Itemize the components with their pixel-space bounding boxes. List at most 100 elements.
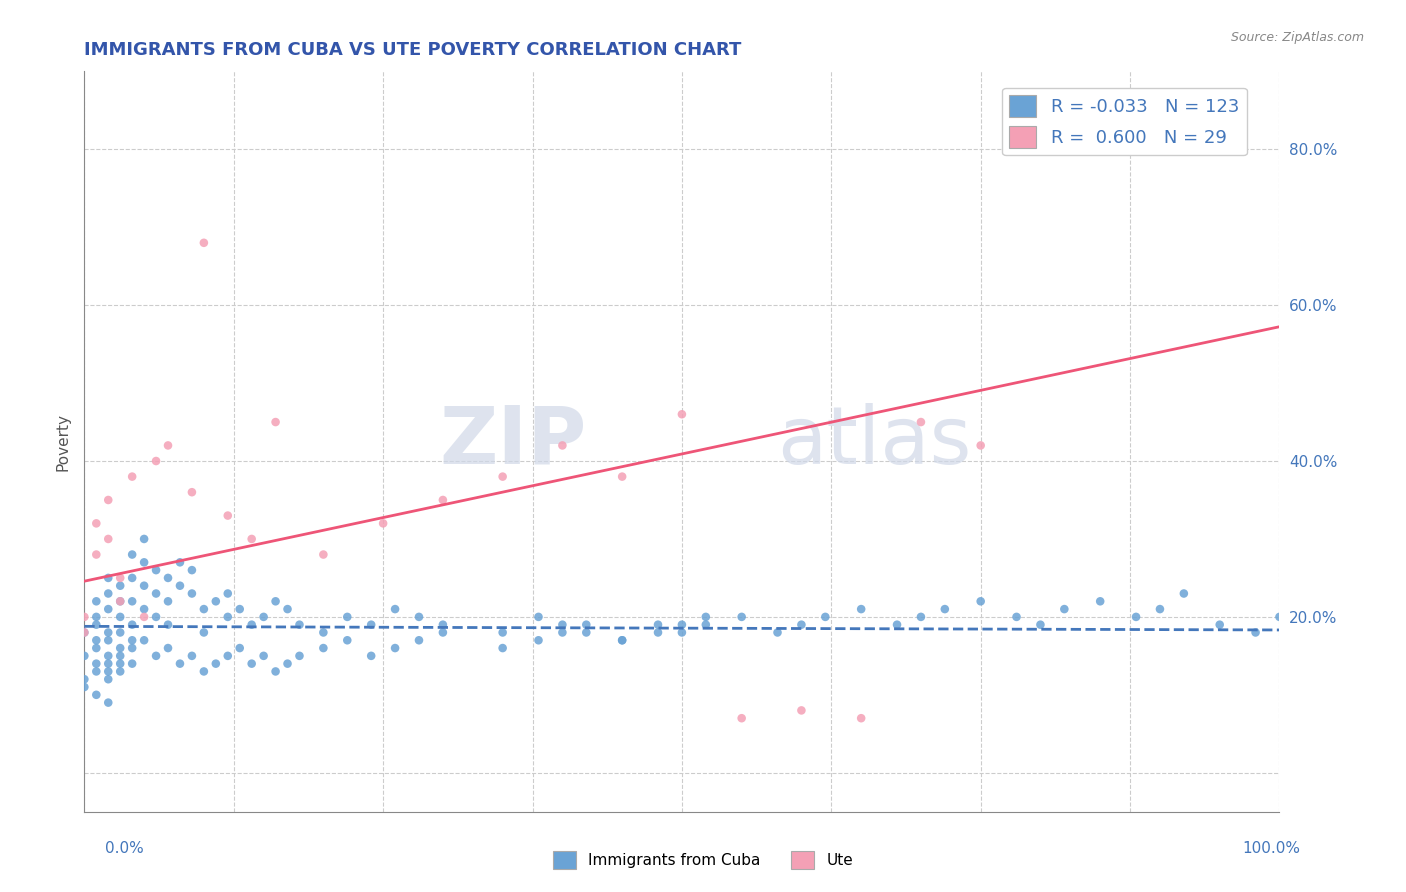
Point xyxy=(1090,594,1112,608)
Point xyxy=(145,454,167,468)
Point xyxy=(97,665,120,679)
Point xyxy=(132,610,156,624)
Point xyxy=(612,633,634,648)
Point xyxy=(121,641,143,656)
Point xyxy=(647,617,669,632)
Text: Source: ZipAtlas.com: Source: ZipAtlas.com xyxy=(1230,31,1364,45)
Point xyxy=(97,586,120,600)
Point xyxy=(575,625,598,640)
Point xyxy=(229,602,252,616)
Point xyxy=(169,579,191,593)
Text: 0.0%: 0.0% xyxy=(105,841,145,856)
Point xyxy=(86,633,108,648)
Point xyxy=(110,594,132,608)
Point xyxy=(336,633,359,648)
Point xyxy=(408,610,430,624)
Point xyxy=(551,617,574,632)
Point xyxy=(1125,610,1147,624)
Point xyxy=(97,633,120,648)
Point xyxy=(121,571,143,585)
Point xyxy=(492,625,515,640)
Point xyxy=(695,617,717,632)
Point xyxy=(217,508,239,523)
Point xyxy=(97,696,120,710)
Point xyxy=(264,594,287,608)
Point xyxy=(934,602,956,616)
Point xyxy=(360,648,382,663)
Point xyxy=(121,633,143,648)
Point xyxy=(731,711,754,725)
Point xyxy=(132,633,156,648)
Point xyxy=(240,657,263,671)
Point xyxy=(312,625,335,640)
Point xyxy=(121,548,143,562)
Point xyxy=(205,657,228,671)
Point xyxy=(110,665,132,679)
Point xyxy=(97,625,120,640)
Point xyxy=(132,602,156,616)
Point xyxy=(264,665,287,679)
Point xyxy=(193,602,215,616)
Point xyxy=(970,438,993,452)
Point xyxy=(240,532,263,546)
Point xyxy=(86,610,108,624)
Point xyxy=(86,594,108,608)
Point xyxy=(527,633,550,648)
Point xyxy=(1209,617,1232,632)
Point xyxy=(132,555,156,569)
Point xyxy=(121,617,143,632)
Point xyxy=(73,625,96,640)
Point xyxy=(1149,602,1171,616)
Point xyxy=(181,563,204,577)
Point xyxy=(217,586,239,600)
Point xyxy=(240,617,263,632)
Point xyxy=(277,657,299,671)
Point xyxy=(384,602,406,616)
Point xyxy=(86,516,108,531)
Point xyxy=(97,672,120,686)
Point xyxy=(277,602,299,616)
Point xyxy=(169,555,191,569)
Point xyxy=(288,617,311,632)
Point xyxy=(145,586,167,600)
Point xyxy=(851,711,873,725)
Point xyxy=(229,641,252,656)
Point xyxy=(814,610,837,624)
Point xyxy=(86,617,108,632)
Point xyxy=(121,657,143,671)
Text: atlas: atlas xyxy=(778,402,972,481)
Point xyxy=(157,641,180,656)
Point xyxy=(73,610,96,624)
Point xyxy=(288,648,311,663)
Point xyxy=(575,617,598,632)
Point xyxy=(253,648,276,663)
Point xyxy=(790,617,813,632)
Point xyxy=(217,648,239,663)
Point xyxy=(264,415,287,429)
Point xyxy=(312,641,335,656)
Point xyxy=(217,610,239,624)
Point xyxy=(86,665,108,679)
Point xyxy=(110,657,132,671)
Point xyxy=(312,548,335,562)
Point xyxy=(86,641,108,656)
Legend: R = -0.033   N = 123, R =  0.600   N = 29: R = -0.033 N = 123, R = 0.600 N = 29 xyxy=(1002,87,1247,155)
Text: 100.0%: 100.0% xyxy=(1243,841,1301,856)
Point xyxy=(970,594,993,608)
Point xyxy=(731,610,754,624)
Point xyxy=(1053,602,1076,616)
Point xyxy=(360,617,382,632)
Point xyxy=(110,625,132,640)
Point xyxy=(384,641,406,656)
Point xyxy=(886,617,908,632)
Point xyxy=(1029,617,1052,632)
Point xyxy=(73,625,96,640)
Legend: Immigrants from Cuba, Ute: Immigrants from Cuba, Ute xyxy=(547,845,859,875)
Point xyxy=(373,516,395,531)
Point xyxy=(121,469,143,483)
Point xyxy=(132,579,156,593)
Point xyxy=(97,571,120,585)
Point xyxy=(910,415,932,429)
Point xyxy=(86,548,108,562)
Point xyxy=(110,648,132,663)
